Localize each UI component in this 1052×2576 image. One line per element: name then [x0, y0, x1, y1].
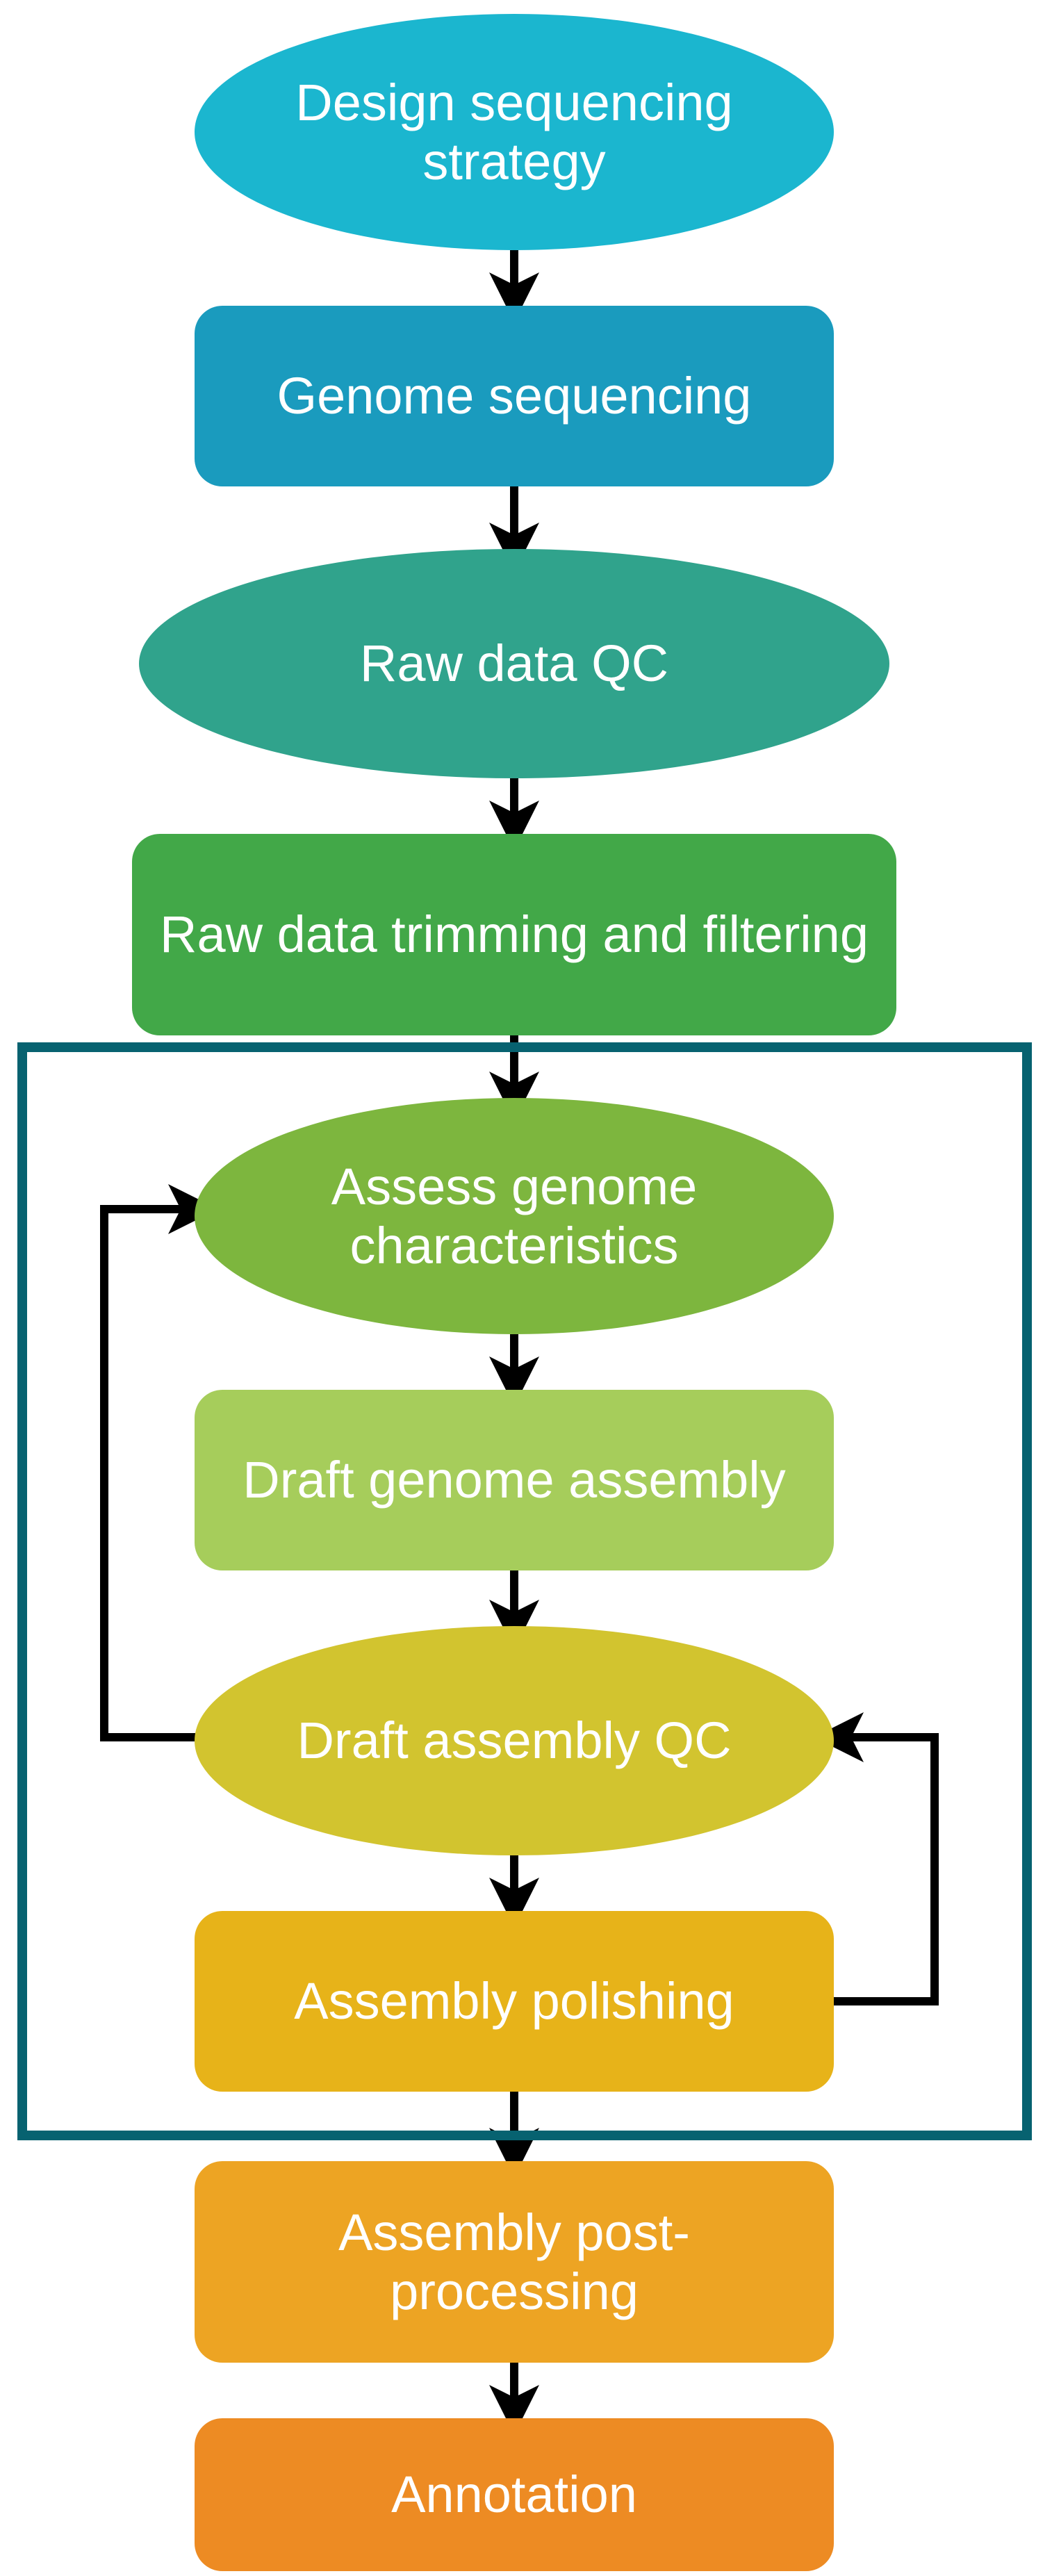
node-n8: Assembly polishing [195, 1911, 834, 2092]
node-label: Draft genome assembly [243, 1450, 785, 1509]
node-label: Annotation [391, 2465, 637, 2524]
flowchart-canvas: Design sequencing strategy Genome sequenc… [0, 0, 1052, 2576]
node-label: Raw data trimming and filtering [160, 905, 869, 964]
node-n2: Genome sequencing [195, 306, 834, 486]
node-n7: Draft assembly QC [195, 1626, 834, 1855]
node-label: Assembly polishing [294, 1971, 734, 2031]
node-label: Draft assembly QC [297, 1711, 731, 1770]
node-label: Design sequencing strategy [222, 73, 806, 191]
node-label: Assembly post-processing [222, 2203, 806, 2321]
node-label: Assess genome characteristics [222, 1157, 806, 1275]
node-n4: Raw data trimming and filtering [132, 834, 896, 1035]
node-n1: Design sequencing strategy [195, 14, 834, 250]
node-label: Genome sequencing [277, 366, 752, 425]
node-n6: Draft genome assembly [195, 1390, 834, 1570]
node-n9: Assembly post-processing [195, 2161, 834, 2363]
node-label: Raw data QC [360, 634, 668, 693]
node-n10: Annotation [195, 2418, 834, 2571]
node-n3: Raw data QC [139, 549, 889, 778]
node-n5: Assess genome characteristics [195, 1098, 834, 1334]
